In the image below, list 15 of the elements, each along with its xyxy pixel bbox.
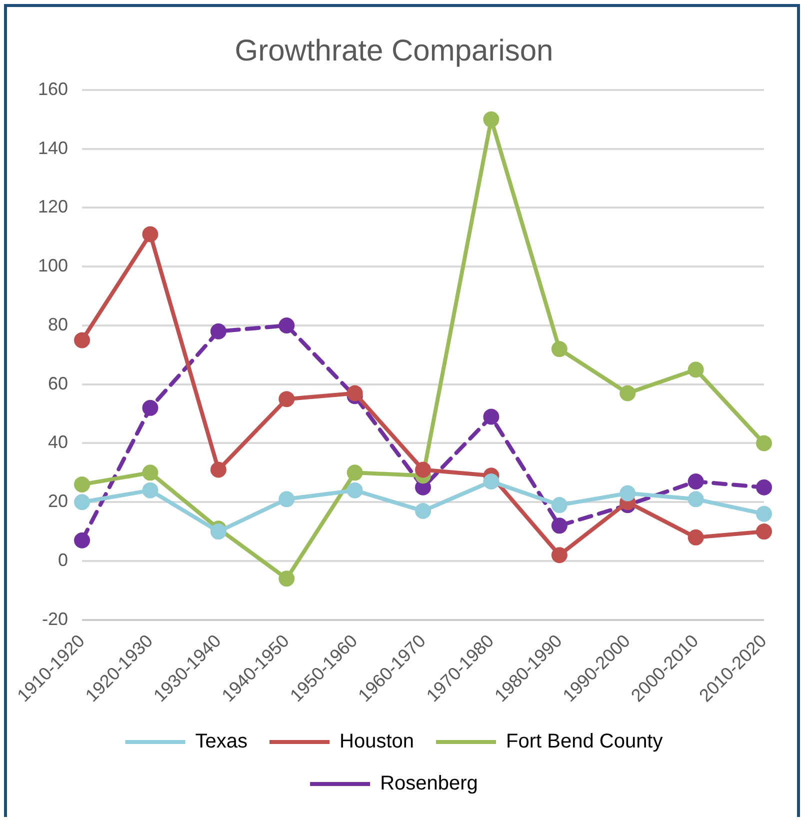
legend-label: Fort Bend County xyxy=(506,730,663,753)
y-tick-label: 60 xyxy=(48,373,68,394)
y-tick-label: 160 xyxy=(38,78,68,99)
legend-label: Texas xyxy=(195,730,248,753)
legend-label: Rosenberg xyxy=(380,772,478,795)
legend-label: Houston xyxy=(340,730,414,753)
y-tick-label: 120 xyxy=(38,196,68,217)
y-tick-label: 80 xyxy=(48,314,68,334)
chart-title: Growthrate Comparison xyxy=(234,34,554,68)
y-tick-label: 100 xyxy=(38,256,68,276)
y-tick-label: 40 xyxy=(48,432,68,452)
y-tick-label: 0 xyxy=(58,550,68,570)
y-tick-label: 140 xyxy=(38,138,68,158)
y-tick-label: 20 xyxy=(48,491,68,512)
y-tick-label: -20 xyxy=(42,608,68,629)
